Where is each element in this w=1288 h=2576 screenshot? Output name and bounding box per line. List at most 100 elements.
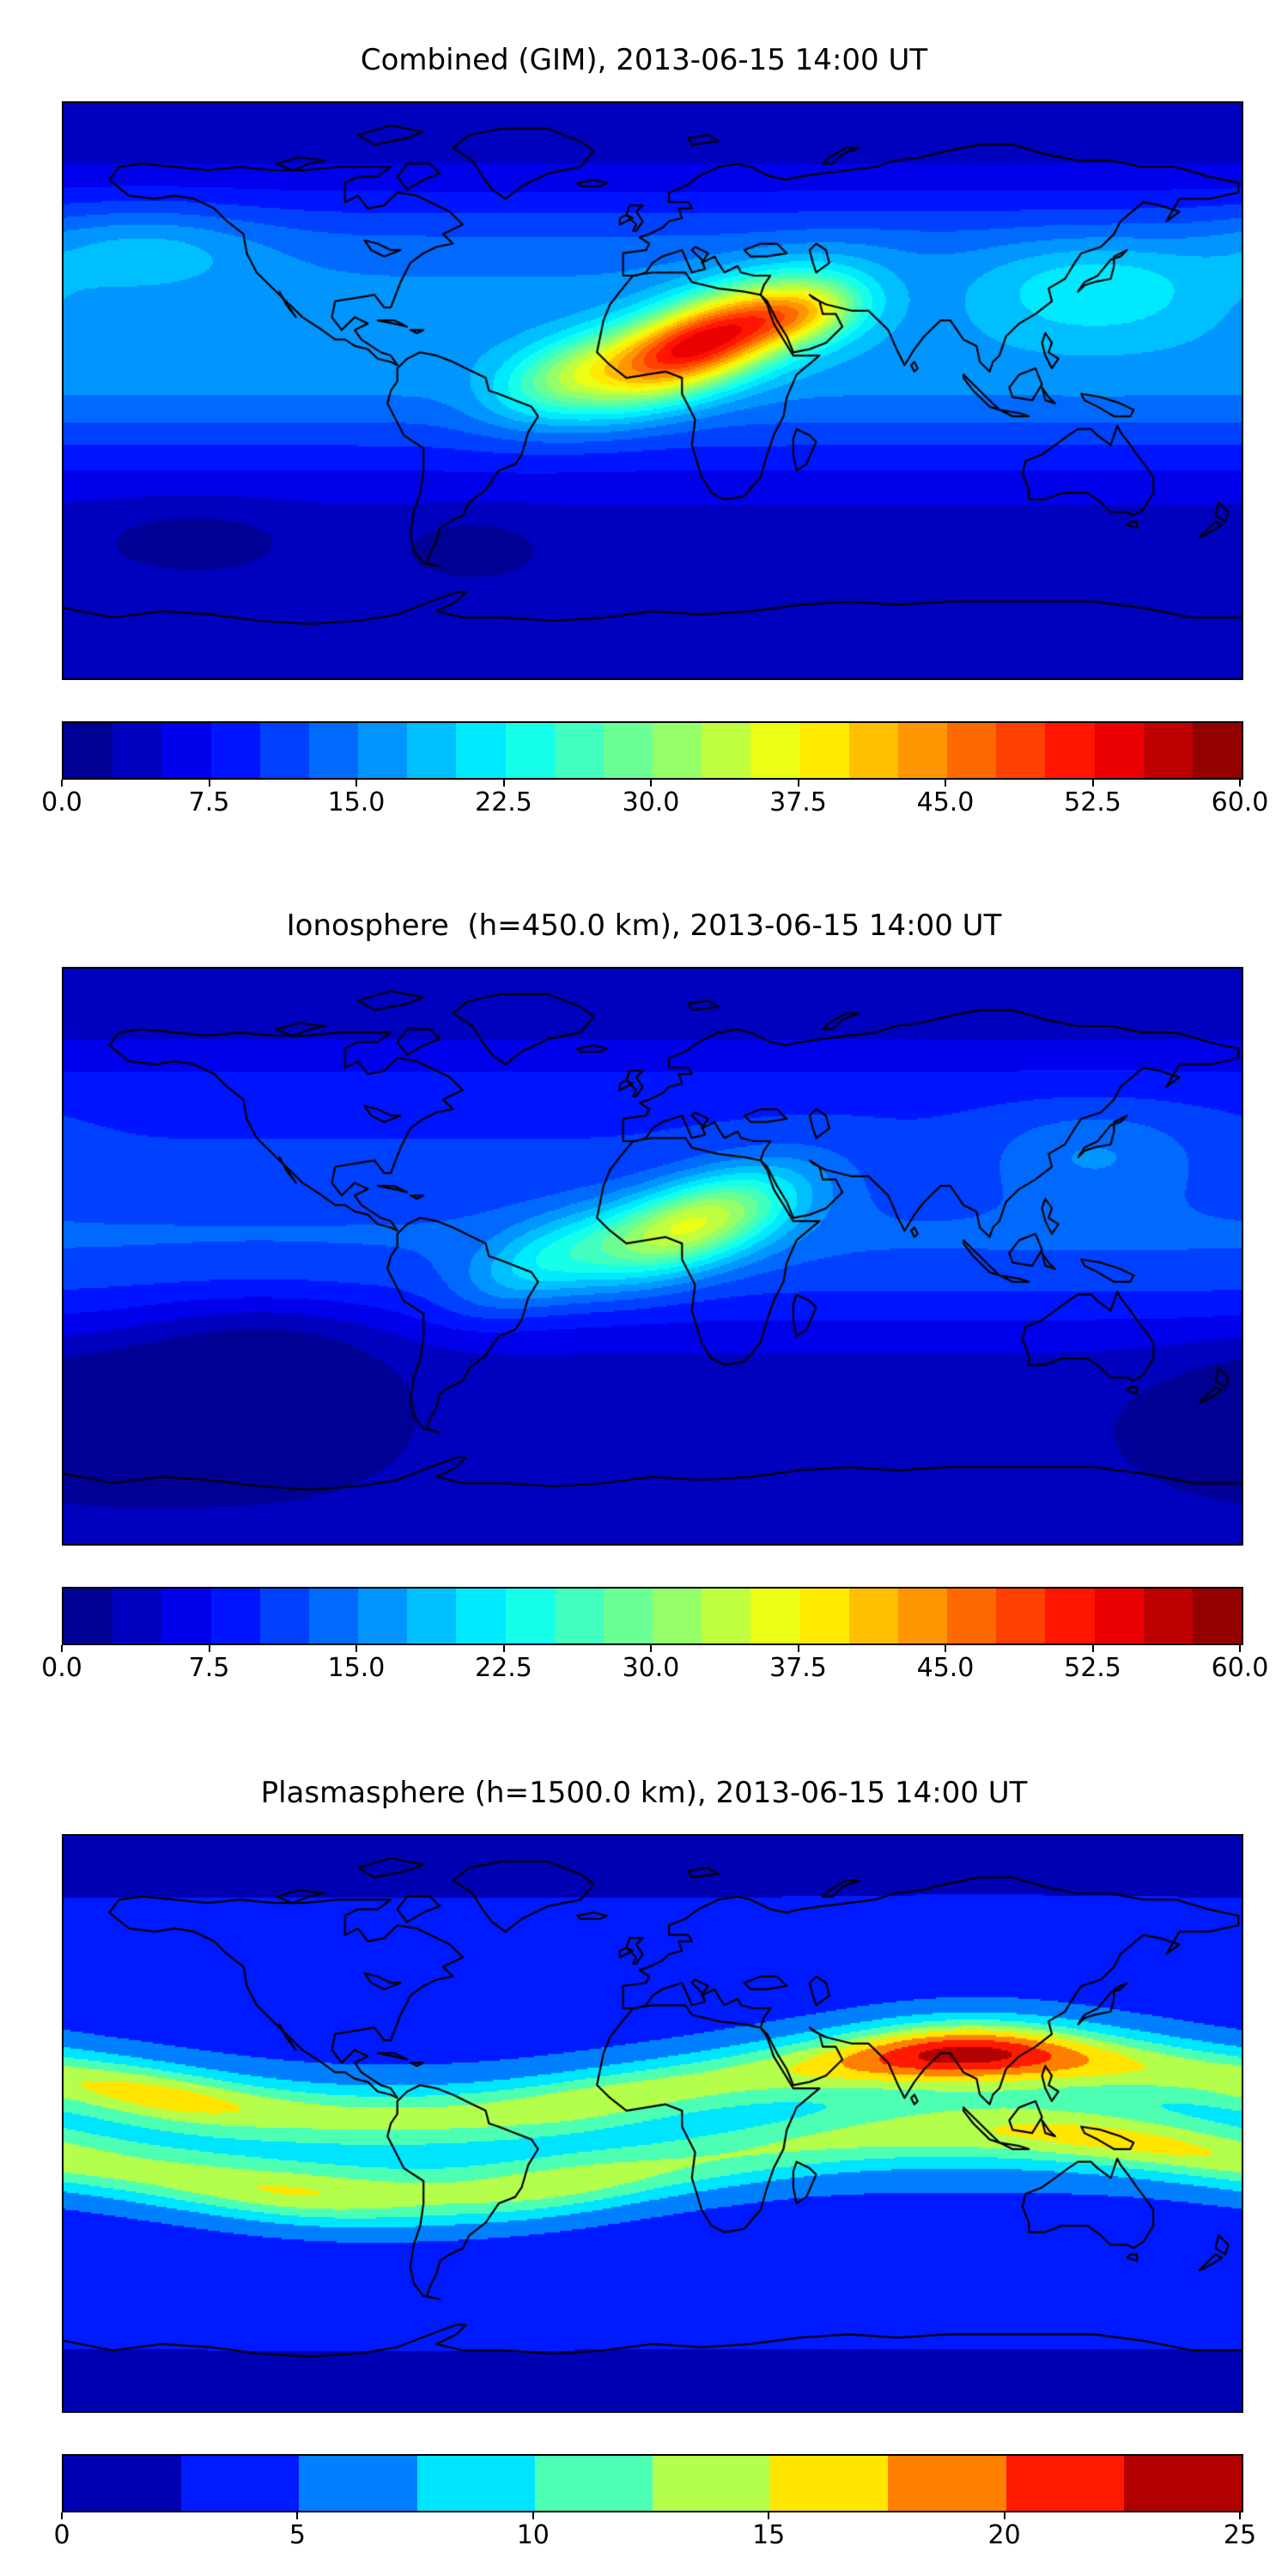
colorbar-segment [996,1589,1046,1643]
colorbar-segment [416,2456,535,2511]
colorbar-segment [1005,2456,1124,2511]
colorbar-segment [299,2456,417,2511]
colorbar-tick-label: 22.5 [475,787,532,817]
map-canvas-combined [64,103,1242,678]
colorbar-segment [653,723,702,778]
world-map-plasmasphere [62,1834,1243,2413]
colorbar-segment [1192,723,1242,778]
colorbar-segment [1045,723,1095,778]
colorbar-plasmasphere [62,2454,1243,2512]
panel-title-combined: Combined (GIM), 2013-06-15 14:00 UT [360,43,928,77]
colorbar-tick-mark [768,2512,770,2519]
colorbar-segment [358,1589,408,1643]
panel-plasmasphere: Plasmasphere (h=1500.0 km), 2013-06-15 1… [0,1774,1288,2557]
colorbar-segment [1094,1589,1144,1643]
colorbar-tick-label: 37.5 [769,1653,827,1683]
colorbar-segment [112,1589,162,1643]
colorbar-segment [750,723,800,778]
colorbar-ticks-ionosphere: 0.0 7.5 15.0 22.5 30.0 37.5 45.0 52.5 60.0 [41,1645,1268,1690]
colorbar-segment [1192,1589,1242,1643]
colorbar-tick-label: 30.0 [622,787,680,817]
colorbar-segment [554,723,604,778]
colorbar-tick-mark [296,2512,299,2519]
colorbar-tick-mark [1239,780,1241,787]
panel-ionosphere: Ionosphere (h=450.0 km), 2013-06-15 14:0… [0,907,1288,1690]
colorbar-segment [554,1589,604,1643]
colorbar-tick-label: 25 [1223,2520,1257,2550]
colorbar-segment [64,2456,182,2511]
colorbar-segment [1123,2456,1242,2511]
colorbar-segment [1143,723,1193,778]
colorbar-segment [534,2456,653,2511]
colorbar-tick-mark [502,1645,505,1652]
colorbar-tick-label: 45.0 [916,787,975,817]
colorbar-segment [259,723,309,778]
colorbar-segment [64,1589,113,1643]
colorbar-tick-mark [355,1645,357,1652]
colorbar-segment [702,723,751,778]
colorbar-segment [947,723,997,778]
panel-combined-gim: Combined (GIM), 2013-06-15 14:00 UT 0.0 7… [0,41,1288,824]
colorbar-segment [161,723,211,778]
colorbar-combined [62,721,1243,780]
colorbar-segment [848,1589,898,1643]
colorbar-tick-label: 15.0 [327,787,386,817]
colorbar-tick-mark [650,780,652,787]
colorbar-tick-mark [797,1645,799,1652]
colorbar-tick-label: 20 [987,2520,1021,2550]
colorbar-segment [308,1589,359,1643]
colorbar-tick-mark [797,780,799,787]
colorbar-tick-label: 10 [516,2520,550,2550]
colorbar-tick-mark [208,1645,210,1652]
colorbar-tick-mark [1239,1645,1241,1652]
colorbar-tick-mark [502,780,505,787]
colorbar-segment [112,723,162,778]
colorbar-segment [505,723,555,778]
colorbar-tick-mark [1239,2512,1241,2519]
colorbar-tick-label: 45.0 [916,1653,975,1683]
colorbar-tick-label: 0 [53,2520,70,2550]
colorbar-tick-mark [61,1645,63,1652]
colorbar-segment [799,1589,849,1643]
colorbar-segment [799,723,849,778]
colorbar-tick-label: 60.0 [1211,1653,1269,1683]
colorbar-segment [358,723,408,778]
colorbar-tick-mark [945,780,946,787]
colorbar-tick-label: 52.5 [1064,1653,1121,1683]
colorbar-tick-label: 15 [752,2520,786,2550]
colorbar-segment [702,1589,751,1643]
colorbar-segment [770,2456,889,2511]
colorbar-tick-label: 60.0 [1211,787,1269,817]
colorbar-segment [308,723,359,778]
colorbar-segment [897,1589,948,1643]
colorbar-segment [161,1589,211,1643]
colorbar-segment [456,1589,506,1643]
map-canvas-ionosphere [64,969,1242,1544]
colorbar-segment [897,723,948,778]
world-map-combined [62,101,1243,680]
colorbar-tick-mark [532,2512,534,2519]
world-map-ionosphere [62,967,1243,1546]
colorbar-segment [259,1589,309,1643]
panel-title-ionosphere: Ionosphere (h=450.0 km), 2013-06-15 14:0… [286,908,1002,943]
colorbar-segment [407,1589,457,1643]
colorbar-segment [1045,1589,1095,1643]
colorbar-segment [456,723,506,778]
colorbar-segment [996,723,1046,778]
colorbar-tick-mark [1091,780,1094,787]
colorbar-tick-mark [208,780,210,787]
colorbar-ionosphere [62,1587,1243,1645]
colorbar-segment [653,1589,702,1643]
colorbar-tick-label: 22.5 [475,1653,532,1683]
colorbar-tick-mark [1091,1645,1094,1652]
colorbar-segment [1094,723,1144,778]
colorbar-tick-label: 30.0 [622,1653,680,1683]
colorbar-tick-mark [650,1645,652,1652]
colorbar-tick-mark [61,780,63,787]
colorbar-ticks-combined: 0.0 7.5 15.0 22.5 30.0 37.5 45.0 52.5 60.0 [41,780,1268,824]
map-canvas-plasmasphere [64,1836,1242,2411]
colorbar-tick-mark [355,780,357,787]
colorbar-tick-mark [61,2512,63,2519]
colorbar-tick-label: 15.0 [327,1653,386,1683]
